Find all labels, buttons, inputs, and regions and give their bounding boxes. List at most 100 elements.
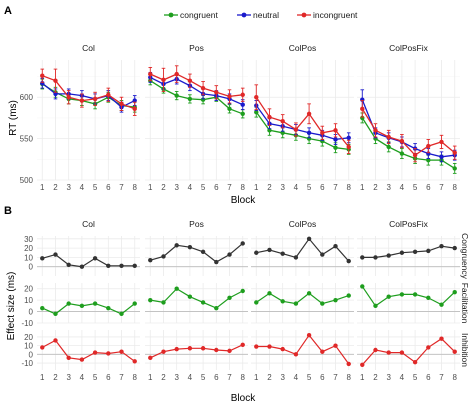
data-point [267, 344, 272, 349]
data-point [412, 359, 418, 365]
data-point [399, 292, 405, 297]
data-point [346, 361, 351, 367]
panel-b-ytick-label: 20 [24, 244, 33, 253]
data-point [254, 344, 259, 349]
series-line-incongruent [255, 96, 350, 148]
series-line-incongruent [42, 75, 135, 110]
data-point [240, 102, 245, 107]
panel-b-xtick-label: 4 [400, 373, 405, 382]
panel-b-xtick-label: 3 [386, 373, 391, 382]
panel-b-xtick-label: 2 [161, 373, 166, 382]
data-point [293, 352, 299, 357]
panel-a-facet-ColPos: ColPos 1 2 3 4 5 6 7 8 [251, 43, 354, 192]
panel-a-xtick-label: 7 [333, 183, 338, 192]
panel-a-xtick-label: 6 [426, 183, 431, 192]
data-point [412, 292, 418, 297]
data-point [174, 243, 179, 248]
data-point [227, 106, 232, 112]
series-line-neutral [255, 105, 349, 141]
panel-a-xtick-label: 5 [413, 183, 418, 192]
panel-b-ylabel: Effect size (ms) [6, 272, 17, 341]
panel-b-chart: Col Pos ColPos ColPosFixCongruency0102030Fa… [21, 219, 470, 382]
panel-a-xtick-label: 7 [227, 183, 232, 192]
legend-label-congruent: congruent [180, 10, 218, 20]
data-point [132, 98, 137, 103]
data-point [360, 284, 365, 289]
series-line-congruent [255, 111, 349, 151]
panel-a-xlabel: Block [231, 195, 256, 206]
panel-a-facet-Col: Col 1 2 3 4 5 6 7 8 500 550 600 [20, 43, 140, 192]
data-point [293, 255, 299, 260]
panel-a-xtick-label: 5 [93, 183, 98, 192]
panel-b-xtick-label: 1 [40, 373, 45, 382]
series-incongruent [254, 84, 351, 154]
panel-b-xtick-label: 1 [148, 373, 153, 382]
data-point [293, 301, 299, 306]
data-point [106, 305, 111, 311]
panel-b-xtick-label: 4 [80, 373, 85, 382]
effect-line-Facilitation [150, 287, 243, 309]
data-point [254, 250, 259, 255]
panel-b-plot-area [145, 236, 248, 276]
panel-b-plot-area [357, 330, 460, 370]
panel-b-xtick-label: 3 [66, 373, 71, 382]
panel-a-xtick-label: 4 [80, 183, 85, 192]
panel-b-strip-Col: Col [82, 219, 95, 229]
panel-b-xtick-label: 1 [360, 373, 365, 382]
data-point [161, 300, 166, 305]
panel-b-ytick-label: 30 [24, 235, 33, 244]
panel-b-xtick-label: 8 [132, 373, 137, 382]
legend-label-incongruent: incongruent [313, 10, 358, 20]
data-point [187, 346, 193, 351]
data-point [227, 252, 232, 257]
data-point [148, 257, 153, 263]
panel-b-xtick-label: 5 [413, 373, 418, 382]
effect-line-Congruency [256, 237, 350, 262]
panel-b-xtick-label: 2 [53, 373, 58, 382]
panel-b-xtick-label: 2 [373, 373, 378, 382]
panel-a-xtick-label: 6 [320, 183, 325, 192]
data-point [439, 244, 444, 249]
data-point [254, 300, 259, 305]
data-point [373, 128, 378, 133]
data-point [132, 263, 137, 268]
data-point [240, 342, 245, 347]
data-point [119, 263, 124, 268]
data-point [333, 128, 338, 133]
panel-b-tag: B [4, 205, 12, 217]
panel-b-xtick-label: 4 [188, 373, 193, 382]
data-point [66, 262, 71, 268]
data-point [306, 236, 312, 241]
data-point [132, 301, 137, 306]
data-point [306, 111, 312, 116]
panel-b-xtick-label: 8 [452, 373, 457, 382]
data-point [399, 138, 405, 144]
data-point [254, 95, 259, 100]
panel-b-plot-area [37, 283, 140, 323]
data-point [214, 347, 219, 353]
data-point [306, 130, 312, 136]
data-point [346, 293, 351, 298]
legend-label-neutral: neutral [253, 10, 279, 20]
data-point [280, 130, 285, 136]
data-point [148, 71, 153, 77]
panel-a-xtick-label: 2 [53, 183, 58, 192]
data-point [254, 109, 259, 115]
effect-line-Facilitation [255, 292, 349, 305]
effect-line-Inhibition [42, 339, 136, 362]
effect-line-Facilitation [42, 302, 136, 315]
data-point [53, 91, 58, 97]
panel-b-xlabel: Block [231, 393, 256, 404]
data-point [452, 245, 457, 251]
panel-a-strip-Col: Col [82, 43, 95, 53]
data-point [148, 355, 153, 361]
panel-a-xtick-label: 8 [452, 183, 457, 192]
data-point [214, 259, 219, 265]
data-point [227, 348, 232, 354]
data-point [412, 152, 418, 158]
panel-b-ytick-label: -10 [21, 319, 33, 328]
series-line-neutral [150, 76, 243, 106]
